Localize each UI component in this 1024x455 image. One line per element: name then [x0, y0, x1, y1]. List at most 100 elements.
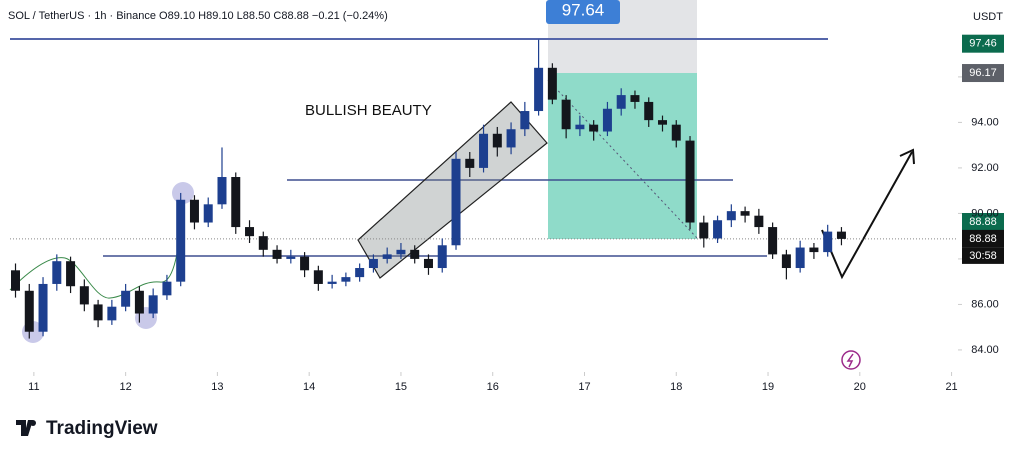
x-tick-label: 18	[670, 381, 682, 393]
candle-body	[768, 227, 778, 255]
x-tick-label: 20	[854, 381, 866, 393]
x-tick-label: 17	[578, 381, 590, 393]
candle-body	[713, 220, 723, 239]
price-badge-box	[962, 64, 1004, 83]
candle-body	[355, 268, 365, 278]
callout: 97.64	[562, 0, 605, 19]
y-tick-label: 92.00	[971, 162, 999, 174]
alert-icon[interactable]	[841, 350, 861, 370]
candle-body	[589, 124, 599, 132]
candle-body	[479, 133, 489, 168]
price-badge-box	[962, 34, 1004, 53]
countdown: 30:58	[969, 250, 997, 262]
candle-body	[437, 245, 447, 269]
candle-body	[740, 211, 750, 216]
candle-body	[382, 254, 392, 259]
x-tick-label: 13	[211, 381, 223, 393]
candle-body	[396, 249, 406, 255]
x-tick-label: 14	[303, 381, 315, 393]
candle-body	[671, 124, 681, 141]
candle-body	[781, 254, 791, 269]
candle-body	[534, 67, 544, 112]
candle-body	[699, 222, 709, 239]
candle-body	[38, 283, 48, 332]
price-badge: 96.17	[969, 67, 997, 79]
target-badge: 88.88	[969, 216, 997, 228]
candle-body	[217, 177, 227, 205]
candle-body	[272, 249, 282, 259]
trend-dash	[547, 79, 698, 239]
candle-body	[575, 124, 585, 130]
candle-body	[836, 231, 846, 239]
candle-body	[134, 290, 144, 314]
candle-body	[410, 249, 420, 259]
candle-body	[823, 231, 833, 253]
logo	[16, 420, 36, 436]
candle-body	[327, 281, 337, 284]
footer: TradingView	[46, 418, 158, 439]
logo-mark	[16, 420, 33, 436]
candle-body	[300, 256, 310, 271]
countdown-box	[962, 247, 1004, 264]
candle-body	[520, 111, 530, 130]
x-tick-label: 11	[28, 381, 39, 393]
price-badge-box	[962, 229, 1004, 248]
candle-body	[258, 236, 268, 250]
candle-body	[93, 304, 103, 321]
candle-body	[368, 258, 378, 269]
candle-body	[189, 199, 199, 223]
candle-body	[616, 95, 626, 109]
x-tick-label: 16	[487, 381, 499, 393]
price-badge: 97.46	[969, 38, 997, 50]
candle-body	[657, 120, 667, 125]
y-tick-label: 84.00	[971, 344, 999, 356]
candle-body	[726, 211, 736, 221]
candle-body	[630, 95, 640, 102]
candle-body	[644, 101, 654, 121]
candle-body	[754, 215, 764, 228]
candle-body	[313, 270, 323, 284]
candle-body	[203, 204, 213, 223]
candle-body	[162, 281, 172, 296]
candle-body	[11, 270, 21, 291]
candle-body	[121, 290, 131, 307]
candle-body	[286, 256, 296, 259]
candle-body	[547, 67, 557, 100]
x-tick-label: 15	[395, 381, 407, 393]
y-tick-label: 86.00	[971, 298, 999, 310]
candle-body	[795, 247, 805, 269]
candle-body	[107, 306, 117, 321]
candle-body	[79, 286, 89, 305]
logo-dot	[30, 420, 36, 426]
candle-body	[66, 261, 76, 287]
callout-box	[546, 0, 620, 24]
candle-body	[148, 295, 158, 314]
x-tick-label: 21	[945, 381, 957, 393]
x-tick-label: 19	[762, 381, 774, 393]
candle-body	[492, 133, 502, 148]
curve	[9, 209, 184, 299]
marker-circle	[172, 182, 194, 204]
candle-body	[465, 158, 475, 168]
y-tick-label: 94.00	[971, 116, 999, 128]
candle-body	[231, 177, 241, 228]
candle-body	[423, 258, 433, 269]
y-tick-label: 90.00	[971, 207, 999, 219]
candle-body	[24, 290, 34, 332]
candle-body	[602, 108, 612, 132]
arrow-head	[899, 148, 915, 165]
candle-body	[506, 129, 516, 148]
price-badge: 88.88	[969, 233, 997, 245]
candle-body	[52, 261, 62, 284]
candle-body	[451, 158, 461, 246]
alert-bolt	[846, 353, 854, 368]
candle-body	[685, 140, 695, 223]
candle-body	[341, 277, 351, 282]
target-badge-box	[962, 213, 1004, 231]
candle-body	[809, 247, 819, 253]
header: SOL / TetherUS · 1h · Binance O89.10 H89…	[8, 10, 388, 22]
candle-body	[245, 227, 255, 237]
